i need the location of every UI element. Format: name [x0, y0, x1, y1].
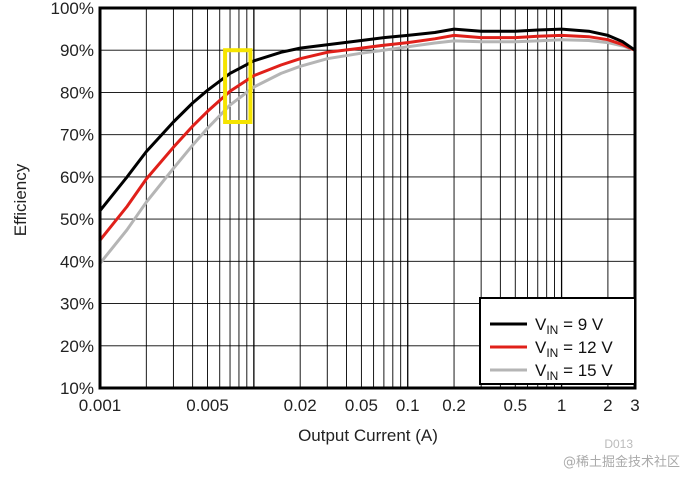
x-tick-label: 1: [557, 396, 566, 415]
y-tick-label: 90%: [60, 41, 94, 60]
watermark: @稀土掘金技术社区: [562, 455, 680, 470]
series-line-vin-12-v: [98, 33, 637, 242]
y-tick-label: 30%: [60, 295, 94, 314]
y-tick-labels: 10% 20% 30% 40% 50% 60% 70% 80% 90% 100%: [51, 0, 94, 398]
y-tick-label: 60%: [60, 168, 94, 187]
x-tick-label: 0.02: [284, 396, 317, 415]
x-tick-label: 3: [630, 396, 639, 415]
x-tick-label: 0.2: [442, 396, 466, 415]
y-tick-label: 40%: [60, 252, 94, 271]
y-axis-title: Efficiency: [11, 163, 30, 236]
legend-label: VIN = 12 V: [535, 338, 613, 360]
highlight-box: [223, 48, 253, 124]
y-tick-label: 50%: [60, 210, 94, 229]
legend-label: VIN = 15 V: [535, 361, 613, 383]
x-tick-label: 0.001: [79, 396, 122, 415]
y-tick-label: 100%: [51, 0, 94, 18]
y-tick-label: 80%: [60, 83, 94, 102]
x-tick-labels: 0.001 0.005 0.02 0.05 0.1 0.2 0.5 1 2 3: [79, 396, 640, 415]
x-tick-label: 2: [603, 396, 612, 415]
x-tick-label: 0.005: [186, 396, 229, 415]
annotation-layer: [223, 48, 253, 124]
series-line-vin-9-v: [98, 27, 637, 213]
figure-id: D013: [604, 437, 633, 451]
y-tick-label: 10%: [60, 379, 94, 398]
y-tick-label: 20%: [60, 337, 94, 356]
x-tick-label: 0.5: [503, 396, 527, 415]
plot-frame: [98, 6, 637, 390]
x-axis-title: Output Current (A): [298, 426, 438, 445]
series-line-vin-15-v: [98, 38, 637, 265]
x-tick-label: 0.05: [345, 396, 378, 415]
y-tick-label: 70%: [60, 126, 94, 145]
legend-label: VIN = 9 V: [535, 315, 604, 337]
series-layer: [98, 27, 637, 265]
x-tick-label: 0.1: [396, 396, 420, 415]
